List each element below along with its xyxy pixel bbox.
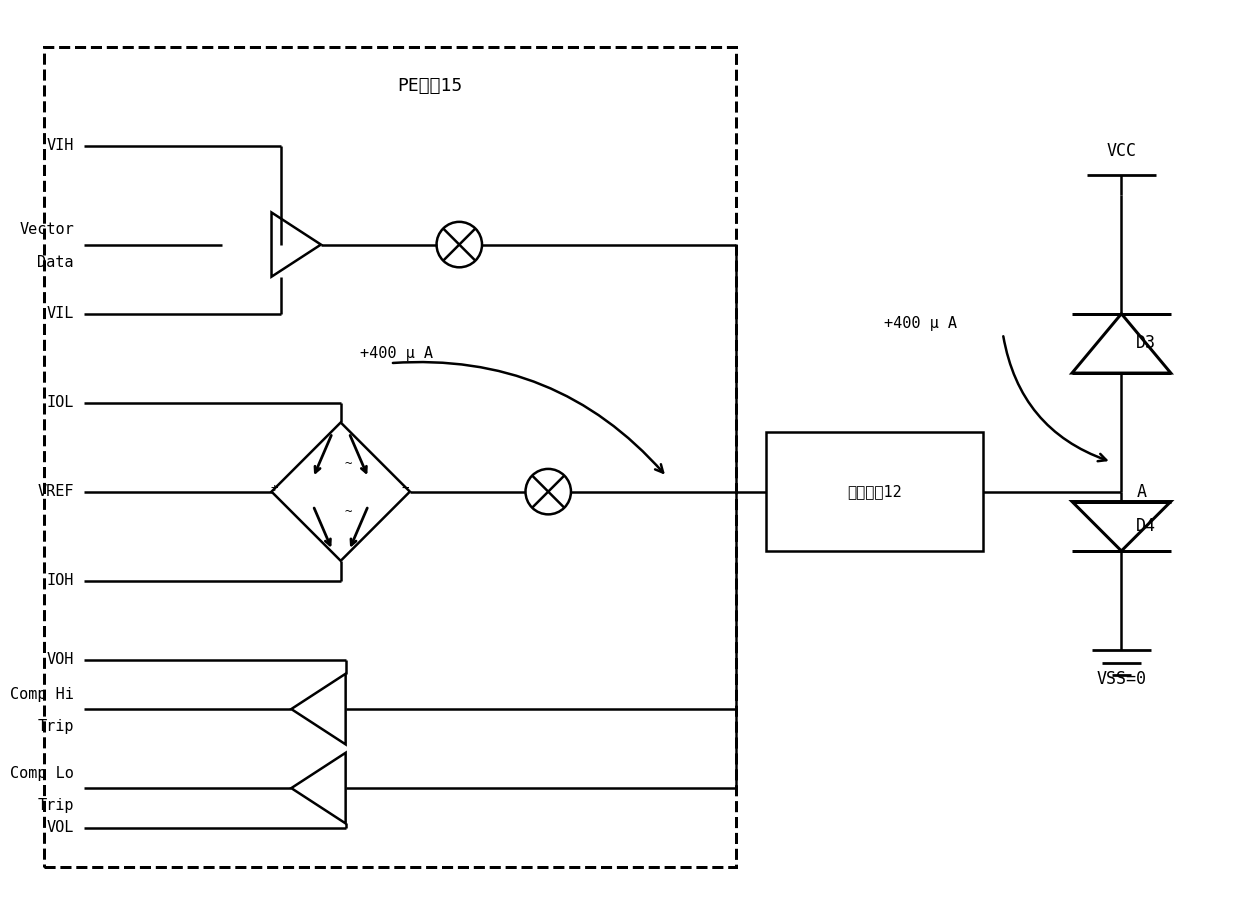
Text: A: A xyxy=(1136,482,1146,501)
Bar xyxy=(765,432,983,551)
Text: D4: D4 xyxy=(1136,517,1156,536)
Text: +400 μ A: +400 μ A xyxy=(361,346,434,361)
Text: PE板卡15: PE板卡15 xyxy=(397,77,463,96)
Text: VOL: VOL xyxy=(46,821,74,835)
Text: Vector: Vector xyxy=(19,222,74,237)
Bar xyxy=(45,47,737,868)
Text: IOL: IOL xyxy=(46,396,74,410)
Text: Trip: Trip xyxy=(37,798,74,813)
Text: 测试管脚12: 测试管脚12 xyxy=(847,484,901,499)
Text: VSS=0: VSS=0 xyxy=(1096,670,1147,689)
Text: ~: ~ xyxy=(345,457,352,470)
Text: Comp Hi: Comp Hi xyxy=(10,687,74,702)
Text: +400 μ A: +400 μ A xyxy=(884,316,957,331)
Text: Data: Data xyxy=(37,254,74,270)
Text: VOH: VOH xyxy=(46,652,74,668)
Text: D3: D3 xyxy=(1136,335,1156,352)
Text: VCC: VCC xyxy=(1106,142,1136,160)
Text: Comp Lo: Comp Lo xyxy=(10,766,74,781)
Text: IOH: IOH xyxy=(46,573,74,588)
Text: VIL: VIL xyxy=(46,306,74,321)
Text: VIH: VIH xyxy=(46,138,74,153)
Text: VREF: VREF xyxy=(37,484,74,499)
Text: −: − xyxy=(402,482,409,495)
FancyArrowPatch shape xyxy=(393,362,663,473)
Text: Trip: Trip xyxy=(37,719,74,734)
Text: +: + xyxy=(270,482,278,495)
Text: ~: ~ xyxy=(345,505,352,518)
FancyArrowPatch shape xyxy=(1003,337,1106,461)
